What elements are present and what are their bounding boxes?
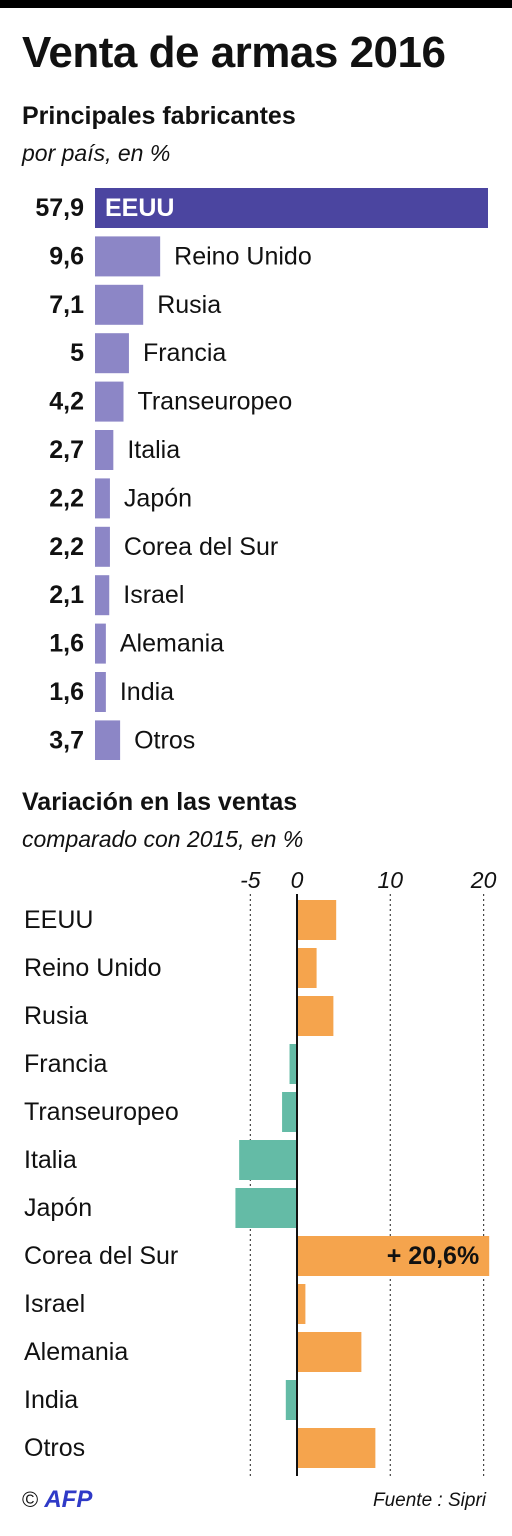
credit: © AFP (22, 1486, 92, 1514)
variation-bar-rusia (297, 996, 334, 1036)
share-bar-francia (95, 333, 129, 374)
variation-label-otros: Otros (24, 1434, 85, 1462)
share-value-transeuropeo: 4,2 (49, 388, 84, 416)
share-chart-title: Principales fabricantes (22, 102, 296, 130)
share-bar-japon (95, 478, 110, 519)
share-label-reino-unido: Reino Unido (174, 242, 312, 270)
variation-bar-india (285, 1380, 297, 1420)
share-label-india: India (120, 678, 174, 706)
share-label-alemania: Alemania (120, 630, 224, 658)
variation-tick-label: 20 (470, 867, 497, 893)
share-bar-transeuropeo (95, 381, 124, 422)
variation-label-rusia: Rusia (24, 1002, 88, 1030)
variation-bar-italia (239, 1140, 297, 1180)
share-label-transeuropeo: Transeuropeo (138, 388, 293, 416)
variation-chart-title: Variación en las ventas (22, 788, 298, 816)
variation-label-reino-unido: Reino Unido (24, 954, 162, 982)
variation-bar-eeuu (297, 900, 337, 940)
share-bar-otros (95, 720, 121, 760)
variation-bar-reino-unido (297, 948, 317, 988)
variation-label-transeuropeo: Transeuropeo (24, 1098, 179, 1126)
share-label-eeuu: EEUU (105, 194, 174, 222)
share-chart-subtitle: por país, en % (22, 140, 171, 166)
share-value-alemania: 1,6 (49, 630, 84, 658)
variation-bar-israel (297, 1284, 306, 1324)
variation-label-japon: Japón (24, 1194, 92, 1222)
variation-label-corea-del-sur: Corea del Sur (24, 1242, 178, 1270)
variation-label-francia: Francia (24, 1050, 107, 1078)
variation-tick-label: 10 (378, 867, 404, 893)
afp-logo: AFP (44, 1486, 93, 1513)
share-bar-israel (95, 575, 110, 616)
share-value-israel: 2,1 (49, 581, 84, 609)
variation-label-alemania: Alemania (24, 1338, 128, 1366)
variation-label-eeuu: EEUU (24, 906, 93, 934)
share-bar-reino-unido (95, 236, 161, 277)
share-value-eeuu: 57,9 (35, 194, 84, 222)
share-bar-rusia (95, 284, 144, 325)
share-label-corea-del-sur: Corea del Sur (124, 533, 278, 561)
share-label-rusia: Rusia (157, 291, 221, 319)
share-label-italia: Italia (127, 436, 180, 464)
share-value-reino-unido: 9,6 (49, 242, 84, 270)
share-value-india: 1,6 (49, 678, 84, 706)
variation-bar-japon (235, 1188, 297, 1228)
variation-label-israel: Israel (24, 1290, 85, 1318)
variation-annotation: + 20,6% (387, 1242, 479, 1270)
share-bar-india (95, 672, 106, 712)
variation-bar-otros (297, 1428, 376, 1468)
variation-label-italia: Italia (24, 1146, 77, 1174)
variation-bar-alemania (297, 1332, 362, 1372)
share-bar-alemania (95, 623, 106, 664)
share-value-otros: 3,7 (49, 726, 84, 754)
share-label-israel: Israel (123, 581, 184, 609)
share-label-francia: Francia (143, 339, 226, 367)
variation-chart: -5 0 10 20 EEUU Reino Unido Rusia Francia Transe… (24, 867, 497, 1476)
page-title: Venta de armas 2016 (22, 28, 446, 77)
share-chart: 57,9 EEUU 9,6 Reino Unido 7,1 Rusia 5 Francia 4,… (35, 188, 488, 760)
top-rule (0, 0, 512, 8)
variation-bar-transeuropeo (282, 1092, 297, 1132)
variation-bar-corea-del-sur (297, 1236, 490, 1276)
share-bar-eeuu (95, 188, 488, 228)
share-value-corea-del-sur: 2,2 (49, 533, 84, 561)
share-value-japon: 2,2 (49, 484, 84, 512)
variation-tick-label: -5 (240, 867, 261, 893)
variation-label-india: India (24, 1386, 78, 1414)
share-label-otros: Otros (134, 726, 195, 754)
source-note: Fuente : Sipri (373, 1490, 486, 1511)
variation-tick-label: 0 (291, 867, 304, 893)
share-value-rusia: 7,1 (49, 291, 84, 319)
share-bar-italia (95, 430, 114, 470)
share-value-francia: 5 (70, 339, 84, 367)
share-bar-corea-del-sur (95, 526, 110, 567)
share-label-japon: Japón (124, 484, 192, 512)
share-value-italia: 2,7 (49, 436, 84, 464)
variation-chart-subtitle: comparado con 2015, en % (22, 826, 304, 852)
copyright-symbol: © (22, 1487, 39, 1512)
variation-bar-francia (289, 1044, 297, 1084)
